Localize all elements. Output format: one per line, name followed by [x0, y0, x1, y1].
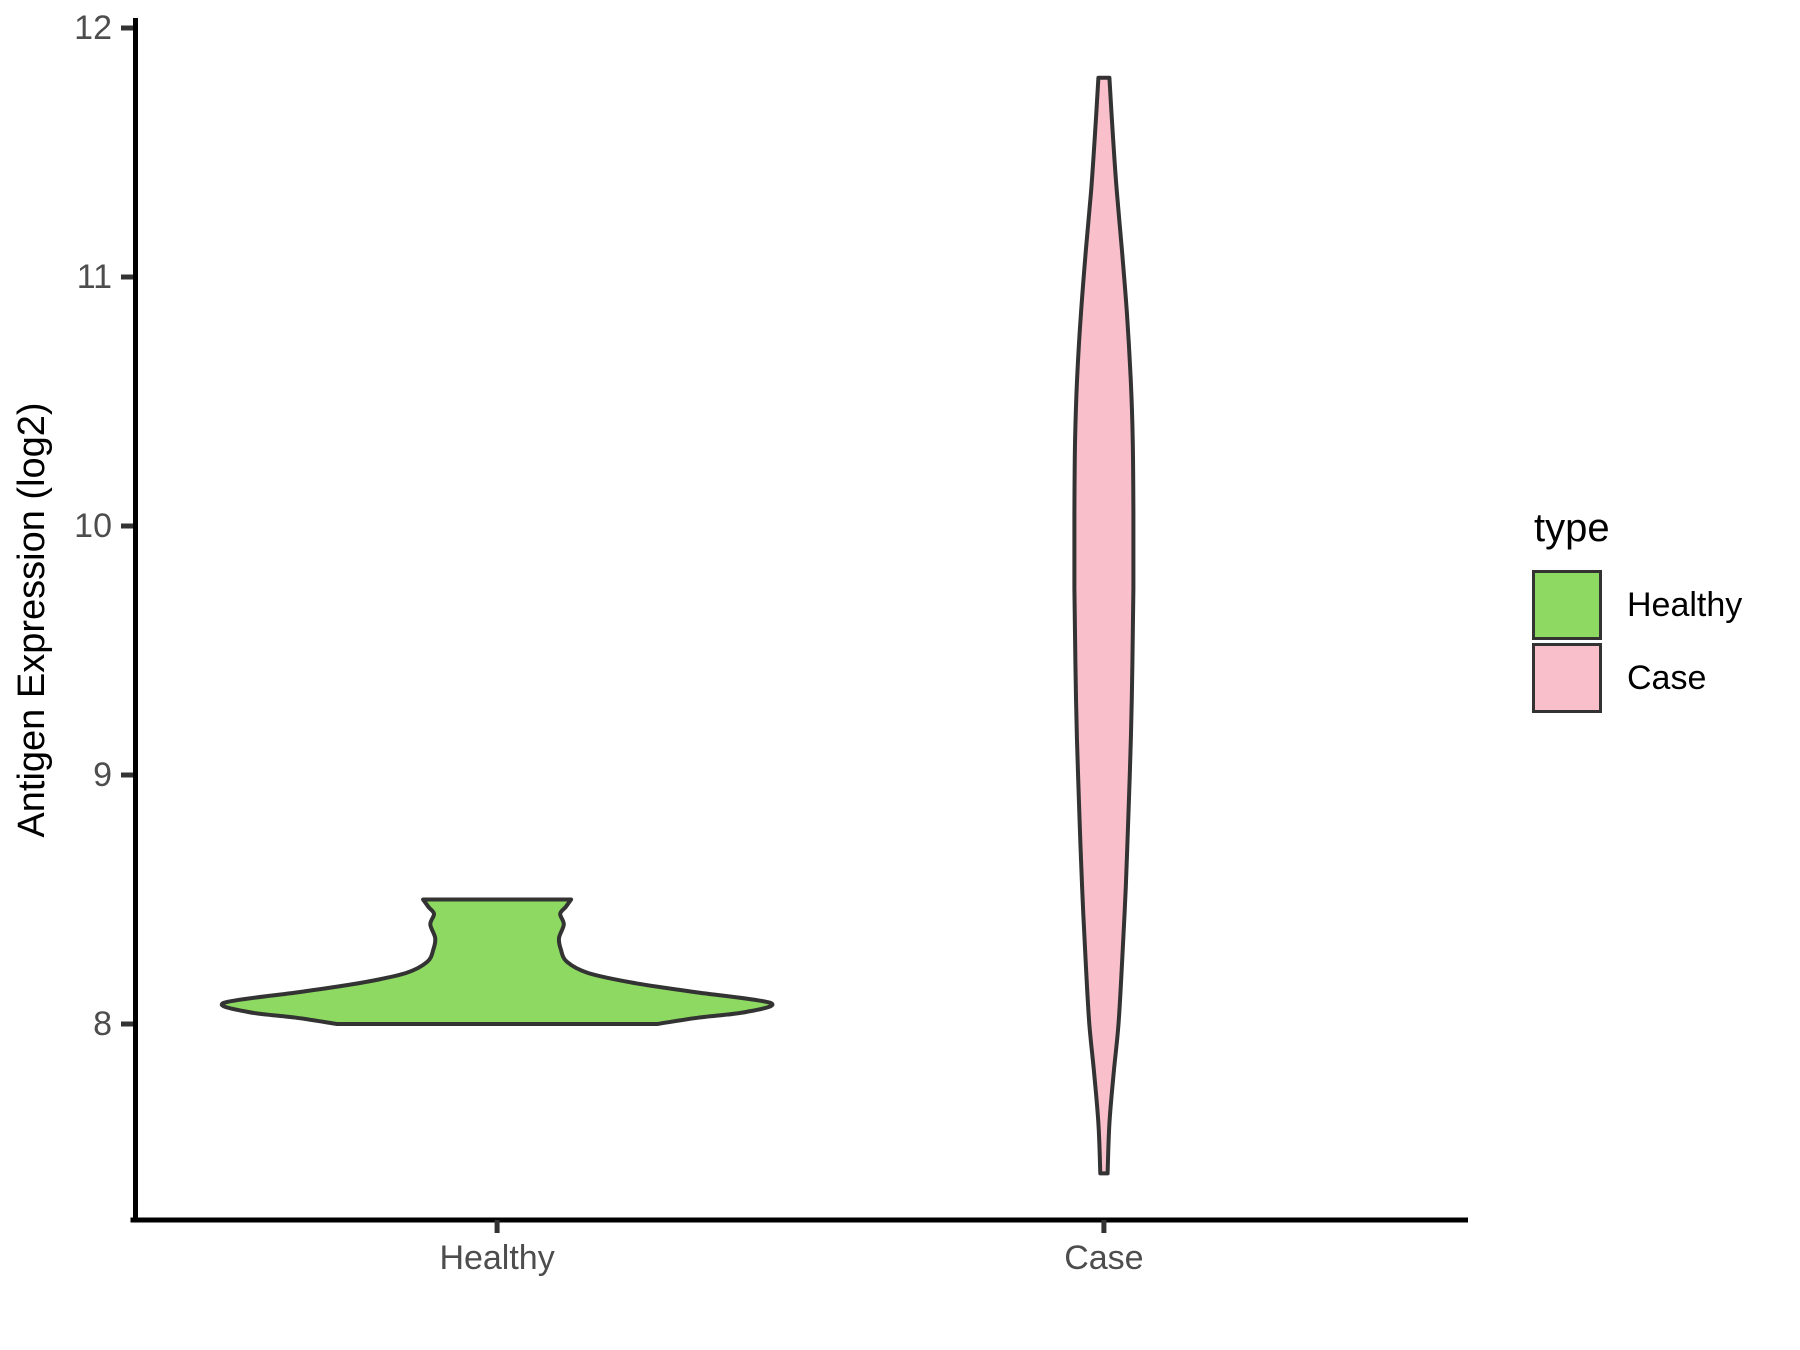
- legend-entry-case: Case: [1532, 643, 1742, 713]
- y-tick-label-9: 9: [93, 756, 112, 794]
- y-tick-label-10: 10: [74, 507, 112, 545]
- legend-swatch-healthy: [1532, 570, 1602, 640]
- x-tick-label-case: Case: [1064, 1239, 1143, 1277]
- legend-title: type: [1534, 506, 1610, 550]
- violin-healthy: [219, 897, 775, 1026]
- violin-case: [1072, 75, 1136, 1176]
- axes-layer: 12 11 10 9 8 Healthy Case: [74, 9, 1468, 1277]
- y-tick-label-8: 8: [93, 1005, 112, 1043]
- legend-entry-healthy: Healthy: [1532, 570, 1742, 640]
- legend-label-healthy: Healthy: [1627, 585, 1743, 624]
- legend-swatch-case: [1532, 643, 1602, 713]
- y-tick-label-12: 12: [74, 9, 112, 47]
- y-tick-label-11: 11: [77, 258, 112, 296]
- violin-layer: [219, 75, 1136, 1176]
- legend: type Healthy Case: [1532, 506, 1742, 716]
- y-axis-title: Antigen Expression (log2): [11, 402, 53, 837]
- x-tick-label-healthy: Healthy: [439, 1239, 554, 1277]
- legend-label-case: Case: [1627, 658, 1707, 697]
